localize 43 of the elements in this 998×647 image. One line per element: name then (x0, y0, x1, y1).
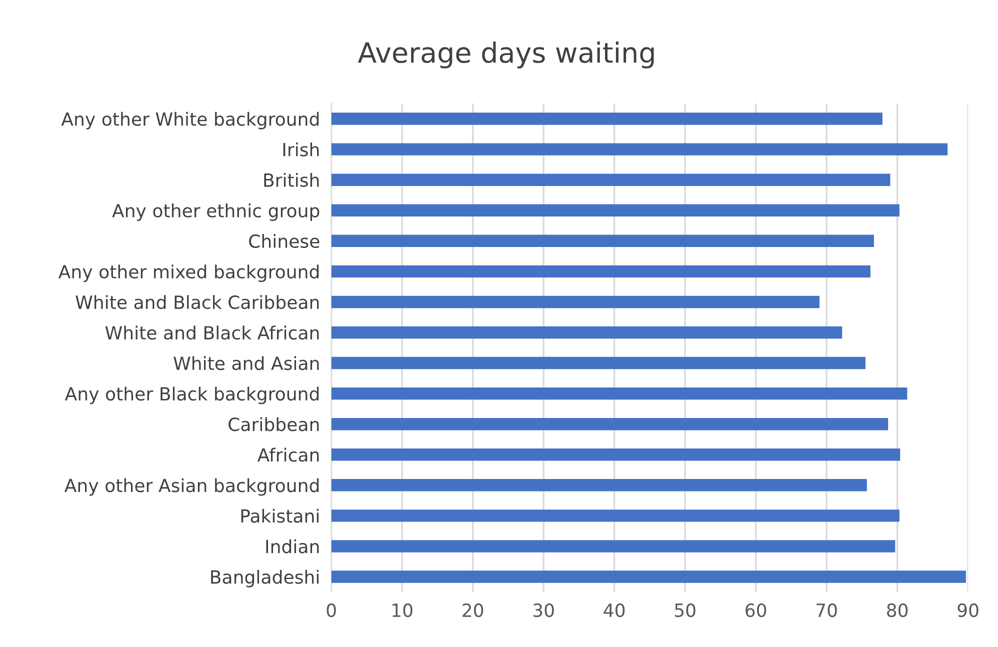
bar (331, 204, 900, 216)
bar (331, 387, 908, 400)
bar (331, 570, 966, 583)
y-tick-label: Any other mixed background (58, 264, 319, 282)
y-tick-label: Caribbean (228, 417, 319, 432)
bar (331, 234, 874, 248)
bar (331, 143, 948, 156)
y-tick-label: Any other Black background (64, 386, 319, 404)
bar (331, 448, 900, 461)
y-tick-label: Indian (266, 539, 319, 554)
x-tick-label: 80 (887, 603, 908, 618)
y-tick-label: White and Black African (105, 326, 319, 340)
x-tick-label: 60 (746, 603, 766, 618)
y-tick-label: Chinese (249, 234, 320, 248)
y-tick-label: Irish (283, 142, 319, 156)
y-tick-label: Pakistani (241, 508, 319, 523)
bar (331, 112, 882, 125)
bar (331, 540, 896, 552)
x-tick-label: 90 (958, 603, 978, 618)
bar (331, 174, 890, 186)
bar (331, 479, 867, 492)
bar (331, 418, 888, 430)
y-tick-label: African (257, 448, 319, 462)
x-tick-label: 50 (674, 603, 696, 618)
x-tick-label: 10 (392, 603, 412, 618)
y-tick-label: Any other White background (61, 112, 319, 130)
y-tick-label: Any other Asian background (64, 478, 319, 496)
y-tick-label: White and Black Caribbean (76, 295, 319, 310)
x-tick-label: 20 (462, 603, 484, 618)
x-tick-label: 30 (533, 603, 554, 618)
bar (331, 265, 870, 278)
chart-title: Average days waiting (358, 42, 654, 68)
y-tick-label: White and Asian (174, 356, 319, 370)
bar (331, 510, 900, 522)
x-tick-label: 70 (816, 603, 837, 618)
x-tick-label: 40 (604, 603, 625, 618)
y-tick-label: British (264, 172, 319, 187)
bar (331, 296, 820, 308)
x-tick-label: 0 (326, 603, 336, 618)
bar (331, 356, 866, 370)
y-tick-label: Bangladeshi (211, 570, 319, 588)
y-tick-label: Any other ethnic group (112, 204, 320, 221)
bar (331, 326, 842, 339)
